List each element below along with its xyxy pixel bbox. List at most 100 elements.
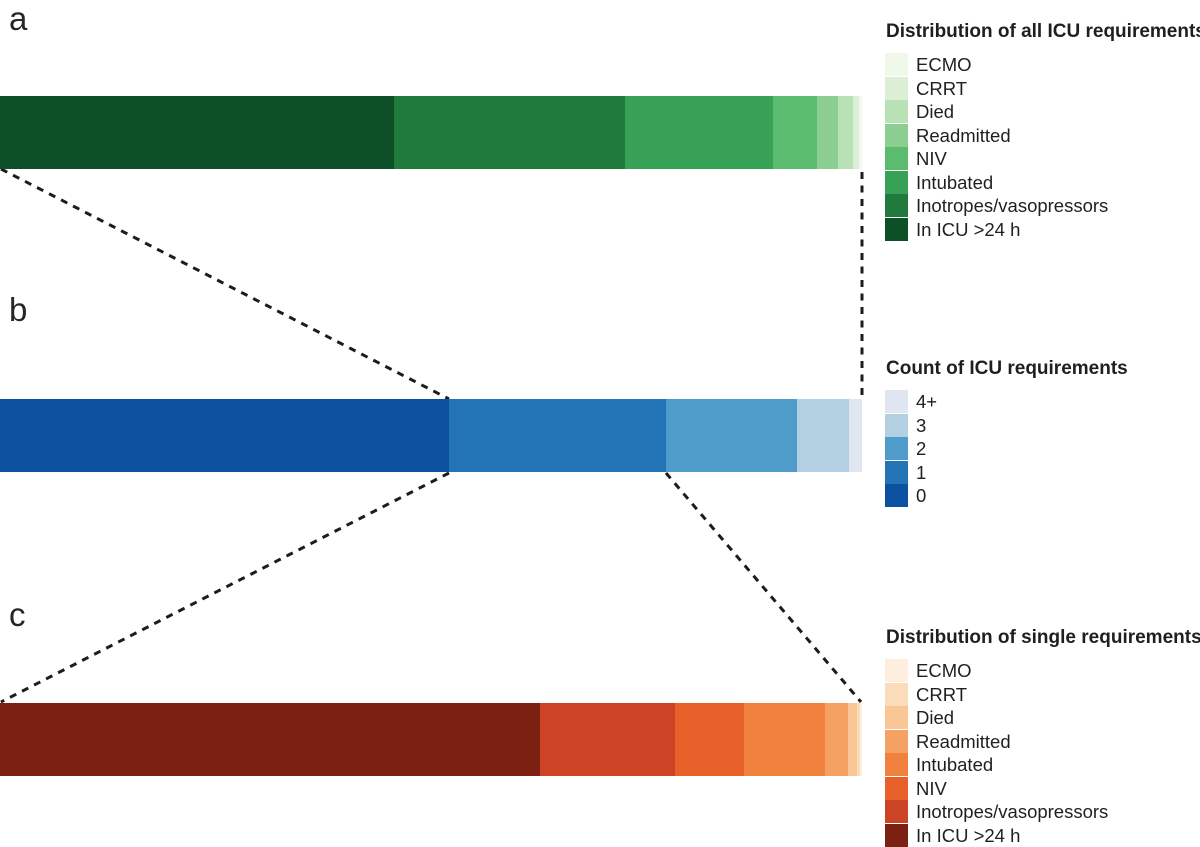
legend-item-label: Readmitted: [916, 124, 1011, 147]
legend-item-niv: NIV: [885, 777, 1200, 801]
legend-swatch-inotropes-vasopressors: [885, 194, 908, 217]
bar-b-segment-0: [0, 399, 449, 472]
legend-item-label: CRRT: [916, 77, 967, 100]
legend-swatch-niv: [885, 147, 908, 170]
bar-c-segment-ecmo: [860, 703, 862, 776]
bar-b-segment-4+: [849, 399, 862, 472]
legend-swatch-in-icu-24-h: [885, 218, 908, 241]
bar-c-segment-inotropes-vasopressors: [540, 703, 675, 776]
legend-b-title: Count of ICU requirements: [886, 358, 1200, 380]
legend-item-intubated: Intubated: [885, 171, 1200, 195]
legend-swatch-3: [885, 414, 908, 437]
legend-c-title: Distribution of single requirements: [886, 627, 1200, 649]
legend-item-3: 3: [885, 414, 1200, 438]
legend-item-label: NIV: [916, 777, 947, 800]
bar-a-segment-in-icu-24-h: [0, 96, 394, 169]
legend-swatch-ecmo: [885, 53, 908, 76]
legend-item-niv: NIV: [885, 147, 1200, 171]
stacked-bar-count-of-icu-requirements: [0, 399, 862, 472]
legend-item-label: Readmitted: [916, 730, 1011, 753]
legend-swatch-crrt: [885, 683, 908, 706]
panel-label-a: a: [9, 1, 27, 37]
legend-item-label: 2: [916, 437, 926, 460]
legend-item-died: Died: [885, 706, 1200, 730]
legend-item-inotropes-vasopressors: Inotropes/vasopressors: [885, 800, 1200, 824]
legend-swatch-inotropes-vasopressors: [885, 800, 908, 823]
bar-b-segment-1: [449, 399, 666, 472]
legend-swatch-niv: [885, 777, 908, 800]
legend-item-readmitted: Readmitted: [885, 124, 1200, 148]
bar-a-segment-died: [838, 96, 853, 169]
legend-item-label: NIV: [916, 147, 947, 170]
stacked-bar-all-icu-requirements: [0, 96, 862, 169]
bar-c-segment-readmitted: [825, 703, 848, 776]
legend-item-label: Died: [916, 706, 954, 729]
legend-item-label: 4+: [916, 390, 937, 413]
legend-swatch-0: [885, 484, 908, 507]
legend-swatch-died: [885, 706, 908, 729]
stacked-bar-single-requirements: [0, 703, 862, 776]
legend-item-label: In ICU >24 h: [916, 824, 1020, 847]
legend-item-label: ECMO: [916, 53, 972, 76]
legend-item-4+: 4+: [885, 390, 1200, 414]
legend-swatch-readmitted: [885, 730, 908, 753]
legend-item-label: CRRT: [916, 683, 967, 706]
bar-a-segment-ecmo: [859, 96, 862, 169]
legend-item-crrt: CRRT: [885, 77, 1200, 101]
legend-item-label: In ICU >24 h: [916, 218, 1020, 241]
legend-item-label: 1: [916, 461, 926, 484]
legend-item-readmitted: Readmitted: [885, 730, 1200, 754]
legend-item-crrt: CRRT: [885, 683, 1200, 707]
bar-a-segment-intubated: [625, 96, 773, 169]
legend-item-intubated: Intubated: [885, 753, 1200, 777]
legend-item-0: 0: [885, 484, 1200, 508]
legend-item-in-icu-24-h: In ICU >24 h: [885, 824, 1200, 847]
legend-item-label: Intubated: [916, 171, 993, 194]
legend-swatch-1: [885, 461, 908, 484]
bar-a-segment-inotropes-vasopressors: [394, 96, 625, 169]
legend-swatch-in-icu-24-h: [885, 824, 908, 847]
legend-swatch-died: [885, 100, 908, 123]
bar-c-segment-died: [848, 703, 857, 776]
legend-swatch-2: [885, 437, 908, 460]
legend-item-in-icu-24-h: In ICU >24 h: [885, 218, 1200, 242]
bar-a-segment-niv: [773, 96, 817, 169]
legend-item-1: 1: [885, 461, 1200, 485]
bar-b-segment-2: [666, 399, 797, 472]
legend-item-died: Died: [885, 100, 1200, 124]
legend-all-icu-requirements: Distribution of all ICU requirements ECM…: [885, 21, 1200, 241]
bar-b-segment-3: [797, 399, 849, 472]
panel-label-c: c: [9, 597, 26, 633]
legend-item-label: Inotropes/vasopressors: [916, 194, 1108, 217]
legend-item-label: Died: [916, 100, 954, 123]
legend-swatch-4+: [885, 390, 908, 413]
legend-item-ecmo: ECMO: [885, 53, 1200, 77]
legend-item-label: Inotropes/vasopressors: [916, 800, 1108, 823]
legend-item-ecmo: ECMO: [885, 659, 1200, 683]
legend-item-label: Intubated: [916, 753, 993, 776]
legend-item-label: 0: [916, 484, 926, 507]
legend-swatch-intubated: [885, 753, 908, 776]
legend-item-2: 2: [885, 437, 1200, 461]
legend-item-label: 3: [916, 414, 926, 437]
connector-b-to-c-right-dashed-line: [666, 473, 861, 702]
legend-item-inotropes-vasopressors: Inotropes/vasopressors: [885, 194, 1200, 218]
bar-c-segment-niv: [675, 703, 744, 776]
panel-label-b: b: [9, 292, 27, 328]
legend-a-title: Distribution of all ICU requirements: [886, 21, 1200, 43]
bar-c-segment-in-icu-24-h: [0, 703, 540, 776]
legend-swatch-readmitted: [885, 124, 908, 147]
legend-item-label: ECMO: [916, 659, 972, 682]
legend-swatch-intubated: [885, 171, 908, 194]
legend-swatch-ecmo: [885, 659, 908, 682]
legend-single-requirements: Distribution of single requirements ECMO…: [885, 627, 1200, 847]
connector-b-to-c-left-dashed-line: [1, 473, 449, 702]
connector-a-to-b-left-dashed-line: [1, 169, 449, 399]
legend-swatch-crrt: [885, 77, 908, 100]
bar-c-segment-intubated: [744, 703, 825, 776]
bar-a-segment-readmitted: [817, 96, 838, 169]
